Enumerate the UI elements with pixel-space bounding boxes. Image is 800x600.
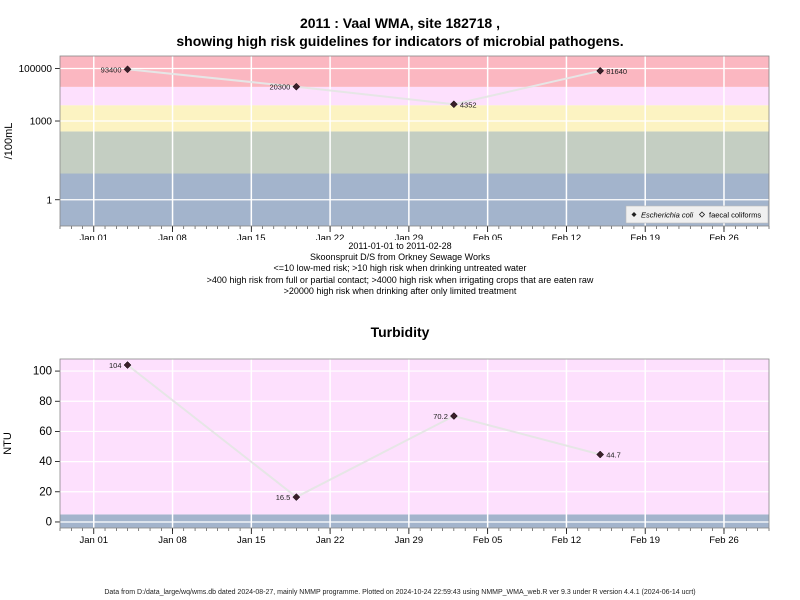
x-tick-label: Feb 26	[709, 535, 739, 546]
x-tick-label: Feb 19	[630, 535, 660, 546]
series-line	[126, 364, 601, 499]
data-label: 70.2	[433, 412, 448, 421]
data-label: 93400	[101, 65, 122, 74]
x-tick-label: Jan 22	[316, 535, 345, 546]
data-label: 20300	[269, 83, 290, 92]
legend-marker-faecal	[698, 211, 706, 218]
data-point	[450, 100, 458, 109]
x-tick-label: Jan 15	[237, 233, 266, 240]
y-axis-label: NTU	[2, 432, 14, 455]
x-tick-label: Feb 05	[473, 233, 503, 240]
y-tick-label: 100000	[19, 64, 53, 75]
series-line	[127, 68, 601, 106]
turbidity-chart: Jan 01 Jan 08 Jan 15 Jan 22 Jan 29 Feb 05 Feb …	[2, 358, 770, 546]
y-tick-label: 100	[33, 366, 52, 378]
x-tick-label: Jan 01	[79, 233, 108, 240]
legend-label-ecoli: Escherichia coli	[641, 211, 693, 220]
x-tick-label: Jan 29	[395, 233, 424, 240]
x-tick-label: Jan 08	[158, 233, 187, 240]
risk-line-3: >20000 high risk when drinking after onl…	[283, 285, 517, 296]
y-tick-label: 60	[39, 426, 52, 438]
risk-line-2: >400 high risk from full or partial cont…	[206, 274, 594, 285]
y-tick-label: 1	[46, 195, 52, 206]
turbidity-title: Turbidity	[370, 324, 430, 340]
legend-label-faecal: faecal coliforms	[709, 211, 761, 220]
data-point	[596, 66, 605, 75]
risk-band-2	[60, 105, 769, 132]
footer-note: Data from D:/data_large/wq/wms.db dated …	[104, 589, 696, 596]
chart-title-line-2: showing high risk guidelines for indicat…	[176, 33, 624, 49]
site-name: Skoonspruit D/S from Orkney Sewage Works	[310, 252, 490, 263]
data-point	[596, 450, 605, 459]
risk-band-1	[60, 131, 769, 174]
data-point	[292, 493, 301, 501]
risk-band-0	[60, 514, 769, 528]
chart-title: 2011 : Vaal WMA, site 182718 , showing h…	[0, 14, 800, 50]
data-label: 104	[109, 361, 122, 370]
data-label: 44.7	[606, 451, 621, 460]
data-point	[292, 82, 301, 91]
data-point	[450, 412, 458, 420]
data-label: 81640	[606, 67, 627, 76]
x-tick-label: Feb 12	[552, 233, 582, 240]
data-label: 16.5	[276, 493, 291, 502]
chart-title-line-1: 2011 : Vaal WMA, site 182718 ,	[299, 15, 500, 31]
x-tick-label: Jan 15	[237, 535, 266, 546]
legend-box	[625, 205, 769, 224]
risk-line-1: <=10 low-med risk; >10 high risk when dr…	[273, 263, 527, 274]
x-tick-label: Feb 19	[630, 233, 660, 240]
x-tick-label: Jan 22	[316, 233, 345, 240]
y-tick-label: 20	[39, 486, 52, 498]
y-tick-label: 40	[39, 456, 52, 468]
y-tick-label: 80	[39, 396, 52, 408]
date-range: 2011-01-01 to 2011-02-28	[348, 241, 452, 251]
x-tick-label: Jan 01	[79, 535, 108, 546]
chart-info-text: 2011-01-01 to 2011-02-28 Skoonspruit D/S…	[0, 241, 800, 297]
data-point	[123, 361, 132, 369]
y-tick-label: 0	[46, 516, 52, 528]
legend-marker-ecoli	[631, 212, 637, 217]
plot-frame	[59, 55, 770, 227]
data-label: 4352	[460, 100, 477, 109]
x-tick-label: Feb 26	[709, 233, 739, 240]
x-tick-label: Feb 05	[473, 535, 503, 546]
y-tick-label: 1000	[30, 117, 53, 128]
x-tick-label: Feb 12	[552, 535, 582, 546]
y-axis-label: /100mL	[3, 123, 15, 160]
x-tick-label: Jan 29	[395, 535, 424, 546]
data-point	[123, 65, 132, 74]
microbial-chart: Jan 01 Jan 08 Jan 15 Jan 22 Jan 29 Feb 05 Feb …	[3, 55, 770, 240]
risk-band-4	[60, 56, 769, 87]
risk-band-3	[60, 86, 769, 106]
plot-frame	[59, 358, 770, 529]
x-tick-label: Jan 08	[158, 535, 187, 546]
